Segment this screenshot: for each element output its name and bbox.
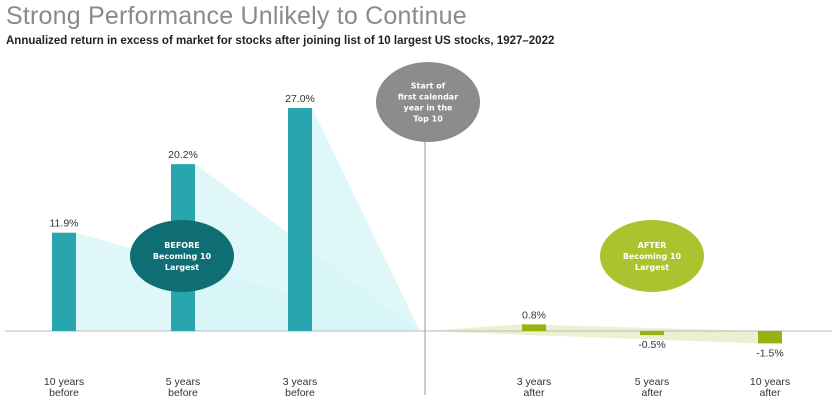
category-label: after bbox=[641, 387, 663, 399]
category-label: before bbox=[49, 387, 79, 399]
category-label: 3 years bbox=[283, 376, 317, 388]
bar bbox=[288, 107, 312, 331]
data-label: 20.2% bbox=[168, 149, 198, 161]
bar bbox=[52, 232, 76, 331]
category-label: before bbox=[168, 387, 198, 399]
category-label: after bbox=[523, 387, 545, 399]
page-title: Strong Performance Unlikely to Continue bbox=[6, 2, 467, 30]
category-label: 5 years bbox=[635, 376, 669, 388]
category-label: 10 years bbox=[750, 376, 790, 388]
page-subtitle: Annualized return in excess of market fo… bbox=[6, 35, 555, 47]
after-bubble-text: Becoming 10 bbox=[623, 252, 682, 261]
bar bbox=[640, 331, 664, 336]
before-bubble-text: Largest bbox=[165, 263, 199, 272]
category-label: 3 years bbox=[517, 376, 551, 388]
after-fan bbox=[425, 324, 758, 344]
center-bubble-text: first calendar bbox=[398, 93, 458, 102]
data-label: 27.0% bbox=[285, 93, 315, 105]
data-label: 0.8% bbox=[522, 309, 546, 321]
bar bbox=[522, 324, 546, 331]
category-label: after bbox=[759, 387, 781, 399]
data-label: -0.5% bbox=[638, 339, 665, 351]
before-bubble-text: BEFORE bbox=[164, 241, 199, 250]
before-fan bbox=[312, 107, 420, 331]
after-bubble-text: Largest bbox=[635, 263, 669, 272]
category-label: before bbox=[285, 387, 315, 399]
data-label: 11.9% bbox=[50, 218, 79, 230]
category-label: 10 years bbox=[44, 376, 84, 388]
before-bubble-text: Becoming 10 bbox=[153, 252, 212, 261]
bar bbox=[758, 331, 782, 344]
before-bubble bbox=[130, 220, 234, 292]
center-bubble-text: Start of bbox=[411, 82, 446, 91]
center-bubble-text: Top 10 bbox=[413, 115, 443, 124]
category-label: 5 years bbox=[166, 376, 200, 388]
data-label: -1.5% bbox=[756, 347, 783, 359]
center-bubble bbox=[376, 62, 480, 142]
center-bubble-text: year in the bbox=[404, 104, 454, 113]
after-bubble bbox=[600, 220, 704, 292]
after-bubble-text: AFTER bbox=[638, 241, 667, 250]
